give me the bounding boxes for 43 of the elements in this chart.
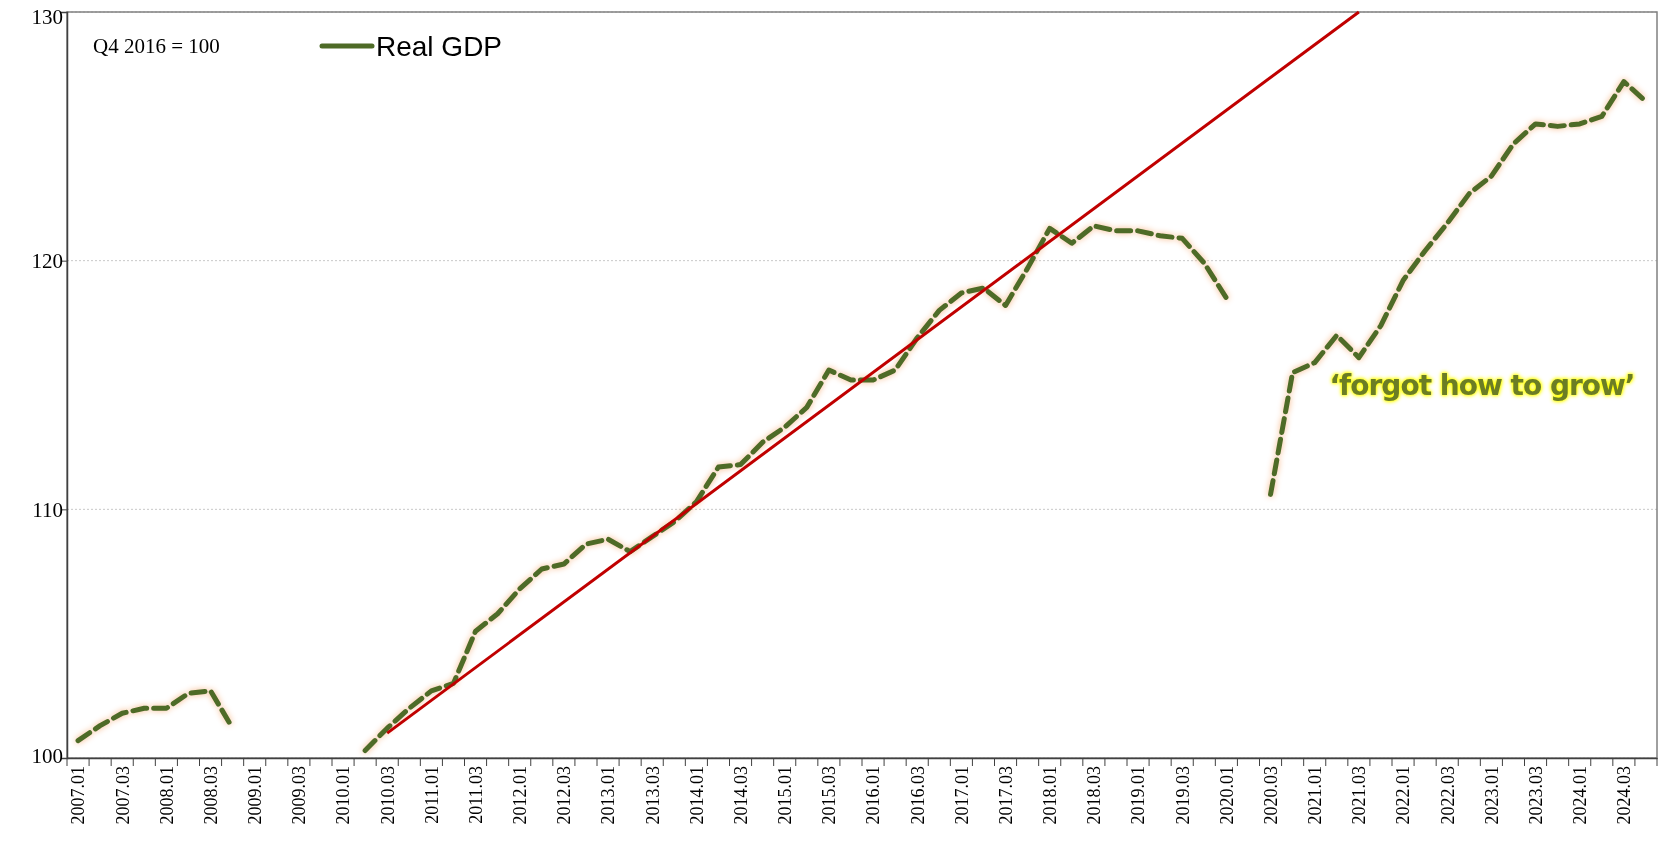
y-tick-label: 110 <box>32 497 63 522</box>
annotation: ‘forgot how to grow’ <box>1329 368 1635 402</box>
x-tick-label: 2024.01 <box>1570 766 1591 825</box>
x-tick-label: 2022.01 <box>1393 766 1414 825</box>
x-tick-label: 2010.01 <box>333 766 354 825</box>
x-tick-label: 2024.03 <box>1614 766 1635 825</box>
x-tick-label: 2018.01 <box>1040 766 1061 825</box>
x-tick-label: 2021.01 <box>1305 766 1326 825</box>
x-tick-label: 2016.01 <box>863 766 884 825</box>
x-tick-label: 2008.03 <box>200 766 221 825</box>
x-tick-label: 2017.03 <box>995 766 1016 825</box>
legend-label: Real GDP <box>376 30 503 62</box>
y-tick-label: 120 <box>31 248 63 273</box>
x-tick-label: 2009.01 <box>245 766 266 825</box>
x-tick-label: 2012.01 <box>510 766 531 825</box>
x-tick-label: 2020.01 <box>1216 766 1237 825</box>
x-tick-label: 2011.03 <box>465 766 486 824</box>
x-tick-label: 2013.03 <box>642 766 663 825</box>
x-tick-label: 2021.03 <box>1349 766 1370 825</box>
x-tick-label: 2017.01 <box>951 766 972 825</box>
x-tick-label: 2015.03 <box>819 766 840 825</box>
x-tick-label: 2009.03 <box>289 766 310 825</box>
x-tick-label: 2014.03 <box>730 766 751 825</box>
x-tick-label: 2010.03 <box>377 766 398 825</box>
x-tick-label: 2018.03 <box>1084 766 1105 825</box>
annotation: Q4 2016 = 100 <box>93 34 220 59</box>
x-tick-label: 2007.01 <box>68 766 89 825</box>
x-tick-label: 2019.03 <box>1172 766 1193 825</box>
x-tick-label: 2019.01 <box>1128 766 1149 825</box>
x-tick-label: 2023.01 <box>1481 766 1502 825</box>
x-tick-label: 2016.03 <box>907 766 928 825</box>
x-tick-label: 2022.03 <box>1437 766 1458 825</box>
y-tick-label: 100 <box>31 743 63 768</box>
x-tick-label: 2013.01 <box>598 766 619 825</box>
y-tick-label: 130 <box>31 5 63 30</box>
x-tick-label: 2011.01 <box>421 766 442 824</box>
x-tick-label: 2014.01 <box>686 766 707 825</box>
x-tick-label: 2015.01 <box>775 766 796 825</box>
x-tick-label: 2008.01 <box>156 766 177 825</box>
x-tick-label: 2007.03 <box>112 766 133 825</box>
x-tick-label: 2012.03 <box>554 766 575 825</box>
x-tick-label: 2020.03 <box>1260 766 1281 825</box>
x-tick-label: 2023.03 <box>1525 766 1546 825</box>
